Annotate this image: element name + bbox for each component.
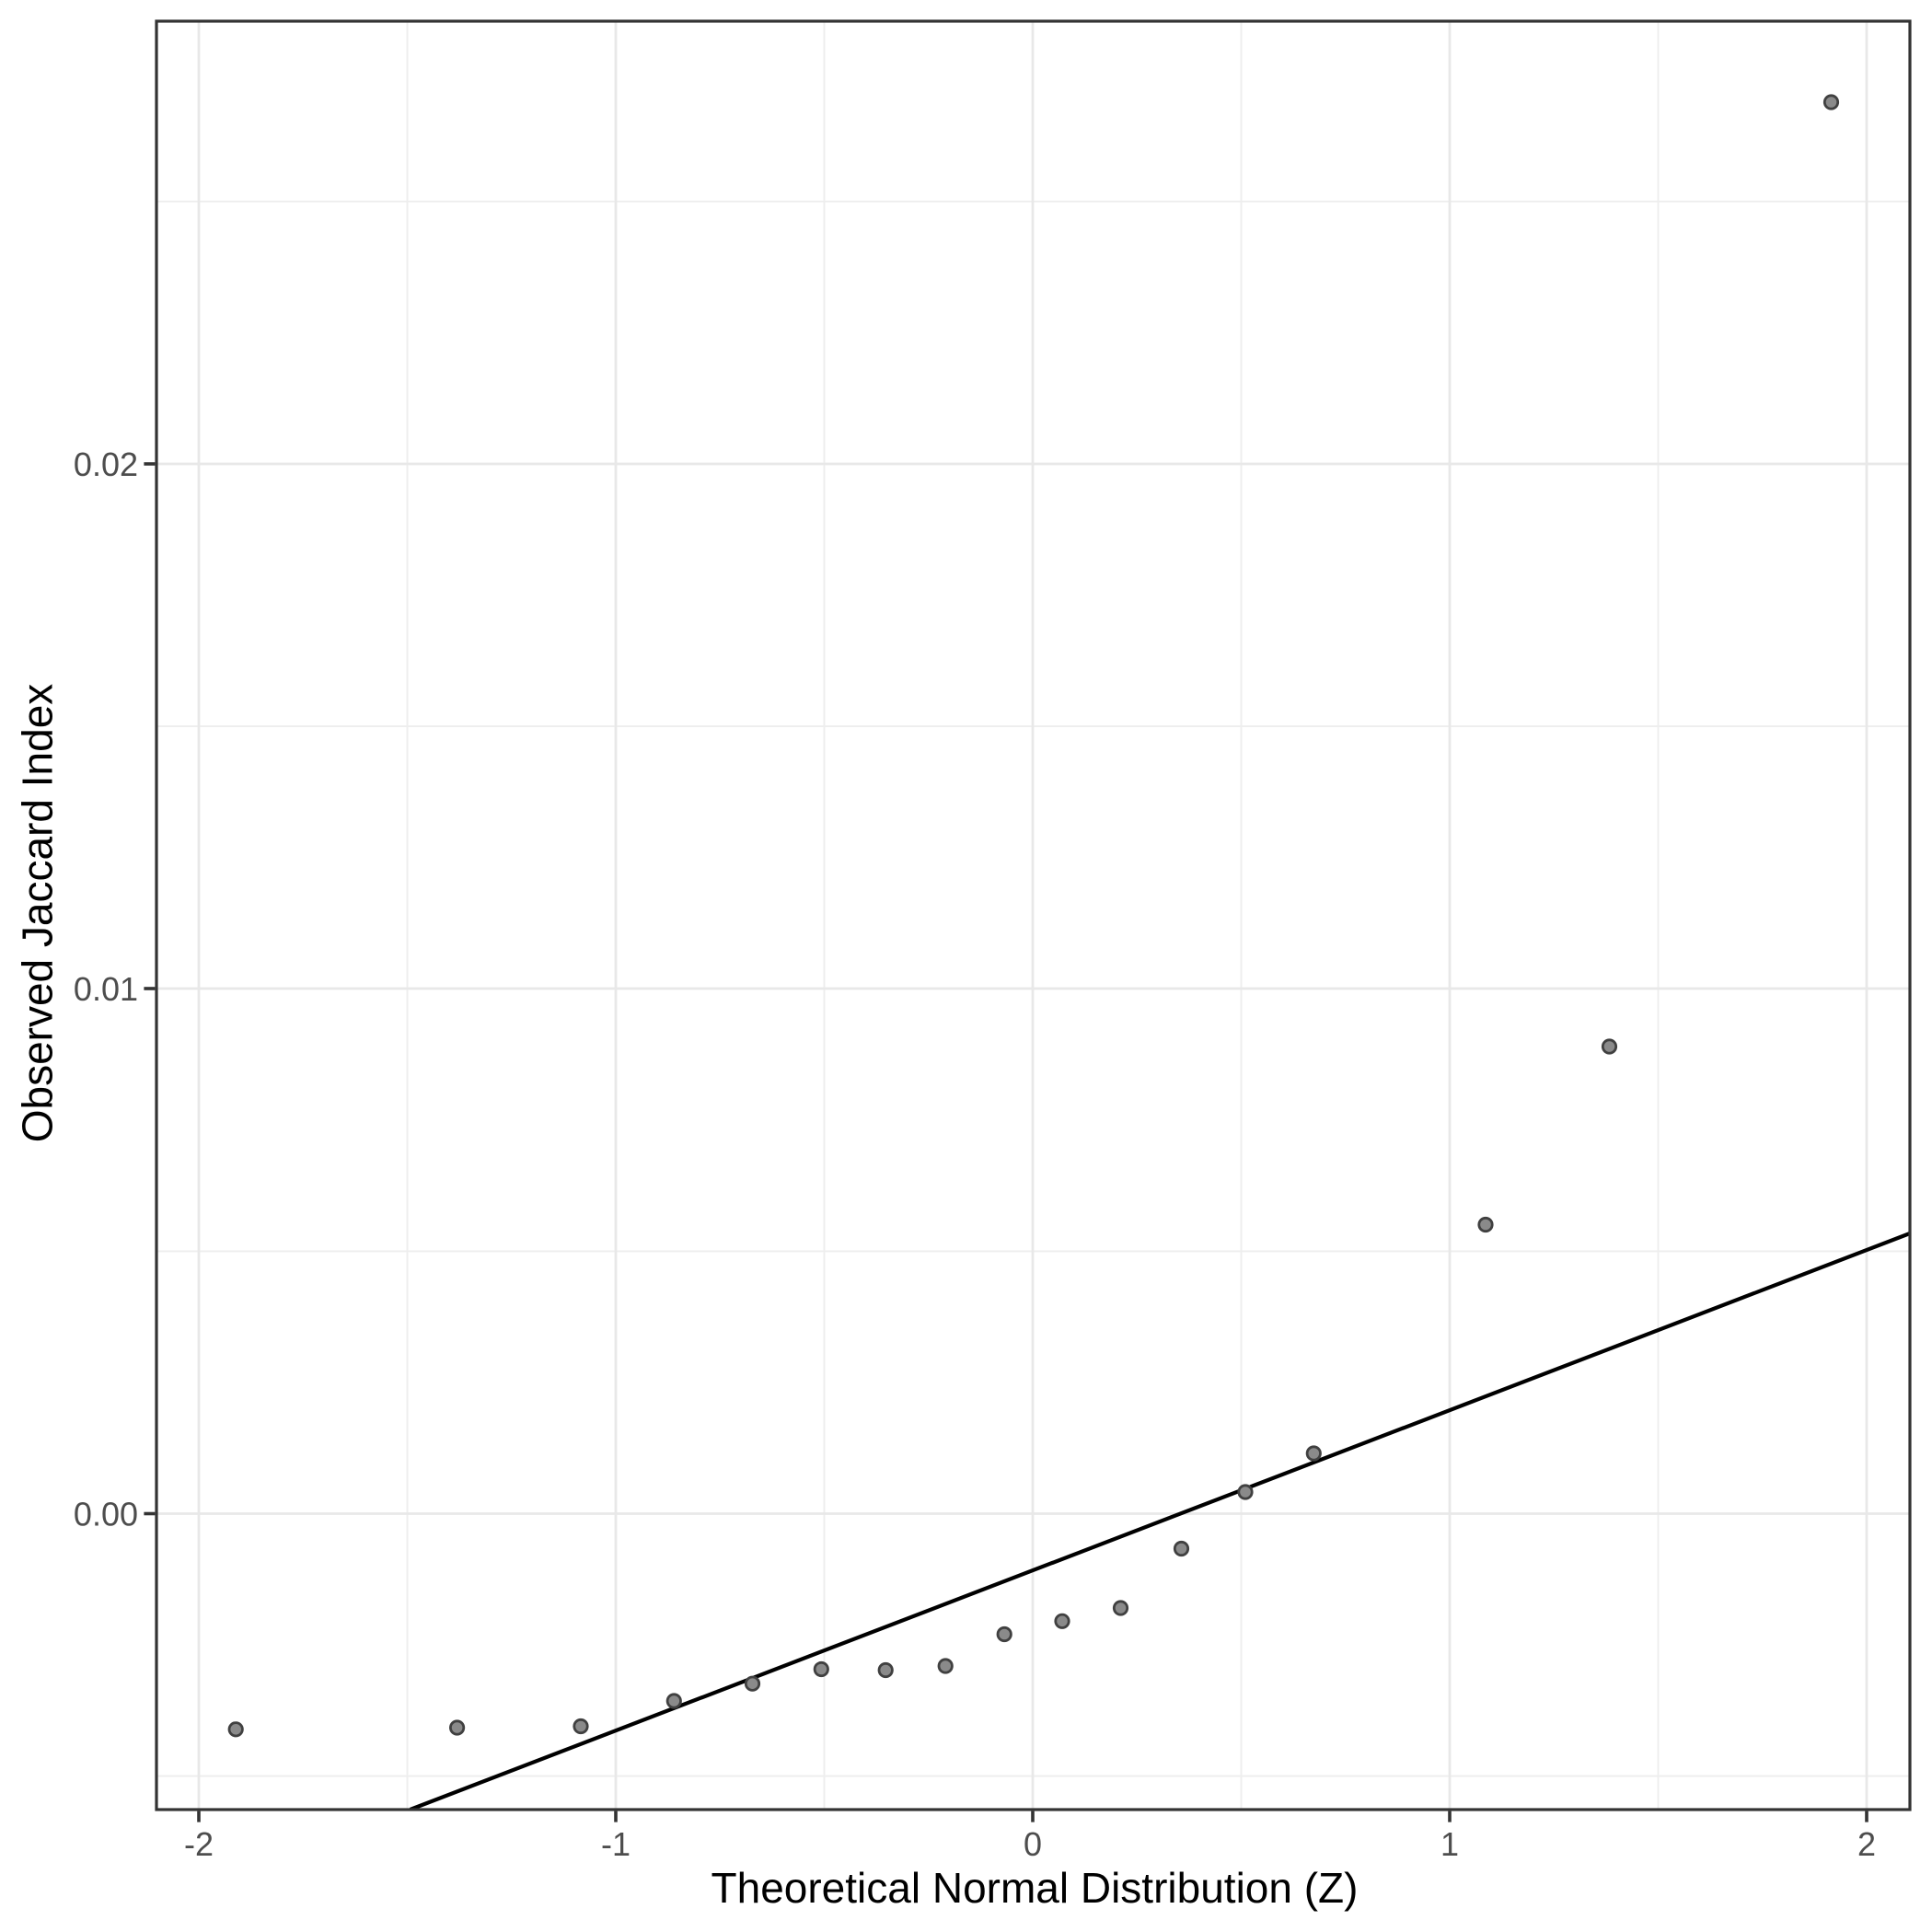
svg-text:-2: -2 bbox=[184, 1825, 214, 1863]
svg-text:0.01: 0.01 bbox=[74, 970, 138, 1008]
svg-text:Observed Jaccard Index: Observed Jaccard Index bbox=[14, 684, 62, 1143]
svg-text:0.02: 0.02 bbox=[74, 445, 138, 483]
svg-text:2: 2 bbox=[1857, 1825, 1876, 1863]
svg-text:Theoretical Normal Distributio: Theoretical Normal Distribution (Z) bbox=[711, 1864, 1359, 1912]
svg-text:0: 0 bbox=[1024, 1825, 1042, 1863]
svg-text:0.00: 0.00 bbox=[74, 1496, 138, 1533]
svg-text:-1: -1 bbox=[601, 1825, 631, 1863]
svg-text:1: 1 bbox=[1440, 1825, 1459, 1863]
